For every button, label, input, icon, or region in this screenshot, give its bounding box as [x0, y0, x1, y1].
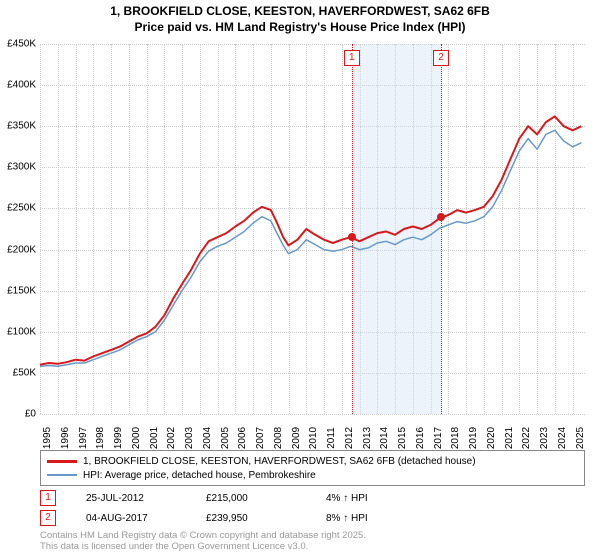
- x-axis-label: 2015: [395, 427, 408, 449]
- sale-marker-icon: 1: [40, 490, 56, 506]
- x-axis-label: 2004: [200, 427, 213, 449]
- x-axis-label: 2020: [484, 427, 497, 449]
- sale-delta: 8% ↑ HPI: [326, 513, 416, 524]
- x-axis-label: 2001: [147, 427, 160, 449]
- title-line-2: Price paid vs. HM Land Registry's House …: [0, 20, 600, 36]
- x-axis-label: 2002: [164, 427, 177, 449]
- x-axis-label: 2005: [218, 427, 231, 449]
- y-axis-label: £50K: [13, 367, 36, 378]
- x-axis-label: 1998: [93, 427, 106, 449]
- x-axis-label: 2003: [182, 427, 195, 449]
- x-axis-label: 2011: [324, 427, 337, 449]
- y-axis-label: £250K: [7, 203, 36, 214]
- series-property: [40, 44, 585, 414]
- x-axis-label: 2008: [271, 427, 284, 449]
- x-axis-label: 2006: [235, 427, 248, 449]
- y-axis-label: £350K: [7, 121, 36, 132]
- x-axis-label: 1996: [58, 427, 71, 449]
- plot-region: £0£50K£100K£150K£200K£250K£300K£350K£400…: [40, 44, 585, 414]
- sale-price: £239,950: [206, 513, 296, 524]
- chart-title: 1, BROOKFIELD CLOSE, KEESTON, HAVERFORDW…: [0, 0, 600, 35]
- y-axis-label: £100K: [7, 326, 36, 337]
- sales-row-1: 1 25-JUL-2012 £215,000 4% ↑ HPI: [40, 490, 416, 506]
- sale-marker-box: 2: [433, 50, 449, 66]
- legend: 1, BROOKFIELD CLOSE, KEESTON, HAVERFORDW…: [40, 450, 585, 486]
- chart-axes: £0£50K£100K£150K£200K£250K£300K£350K£400…: [40, 44, 585, 414]
- chart-container: 1, BROOKFIELD CLOSE, KEESTON, HAVERFORDW…: [0, 0, 600, 560]
- x-axis-label: 2019: [466, 427, 479, 449]
- footer-attribution: Contains HM Land Registry data © Crown c…: [40, 530, 366, 553]
- sales-table: 1 25-JUL-2012 £215,000 4% ↑ HPI 2 04-AUG…: [40, 490, 416, 530]
- title-line-1: 1, BROOKFIELD CLOSE, KEESTON, HAVERFORDW…: [0, 4, 600, 20]
- legend-label: HPI: Average price, detached house, Pemb…: [83, 470, 316, 481]
- y-axis-label: £400K: [7, 80, 36, 91]
- x-axis-label: 2018: [448, 427, 461, 449]
- y-axis-label: £150K: [7, 285, 36, 296]
- x-axis-label: 2014: [377, 427, 390, 449]
- sale-point-icon: [437, 213, 445, 221]
- sale-marker-line: [352, 44, 353, 414]
- y-axis-label: £0: [25, 409, 36, 420]
- sale-date: 25-JUL-2012: [86, 493, 176, 504]
- x-axis-label: 2000: [129, 427, 142, 449]
- legend-swatch: [47, 474, 77, 476]
- legend-label: 1, BROOKFIELD CLOSE, KEESTON, HAVERFORDW…: [83, 456, 476, 467]
- y-axis-label: £200K: [7, 244, 36, 255]
- legend-item-property: 1, BROOKFIELD CLOSE, KEESTON, HAVERFORDW…: [47, 454, 578, 468]
- x-axis-label: 2024: [555, 427, 568, 449]
- x-axis-label: 2023: [537, 427, 550, 449]
- x-axis-label: 2010: [306, 427, 319, 449]
- x-axis-label: 2021: [502, 427, 515, 449]
- legend-swatch: [47, 460, 77, 463]
- grid-line-h: [40, 414, 585, 415]
- sale-delta: 4% ↑ HPI: [326, 493, 416, 504]
- x-axis-label: 2025: [573, 427, 586, 449]
- x-axis-label: 1999: [111, 427, 124, 449]
- x-axis-label: 1995: [40, 427, 53, 449]
- x-axis-label: 2009: [289, 427, 302, 449]
- footer-line-2: This data is licensed under the Open Gov…: [40, 541, 366, 552]
- sale-marker-line: [441, 44, 442, 414]
- x-axis-label: 2013: [360, 427, 373, 449]
- x-axis-label: 2012: [342, 427, 355, 449]
- sales-row-2: 2 04-AUG-2017 £239,950 8% ↑ HPI: [40, 510, 416, 526]
- y-axis-label: £300K: [7, 162, 36, 173]
- sale-point-icon: [348, 233, 356, 241]
- legend-item-hpi: HPI: Average price, detached house, Pemb…: [47, 468, 578, 482]
- sale-price: £215,000: [206, 493, 296, 504]
- sale-marker-icon: 2: [40, 510, 56, 526]
- x-axis-label: 2017: [431, 427, 444, 449]
- sale-marker-box: 1: [344, 50, 360, 66]
- sale-date: 04-AUG-2017: [86, 513, 176, 524]
- y-axis-label: £450K: [7, 39, 36, 50]
- x-axis-label: 2007: [253, 427, 266, 449]
- x-axis-label: 2016: [413, 427, 426, 449]
- x-axis-label: 2022: [519, 427, 532, 449]
- footer-line-1: Contains HM Land Registry data © Crown c…: [40, 530, 366, 541]
- x-axis-label: 1997: [76, 427, 89, 449]
